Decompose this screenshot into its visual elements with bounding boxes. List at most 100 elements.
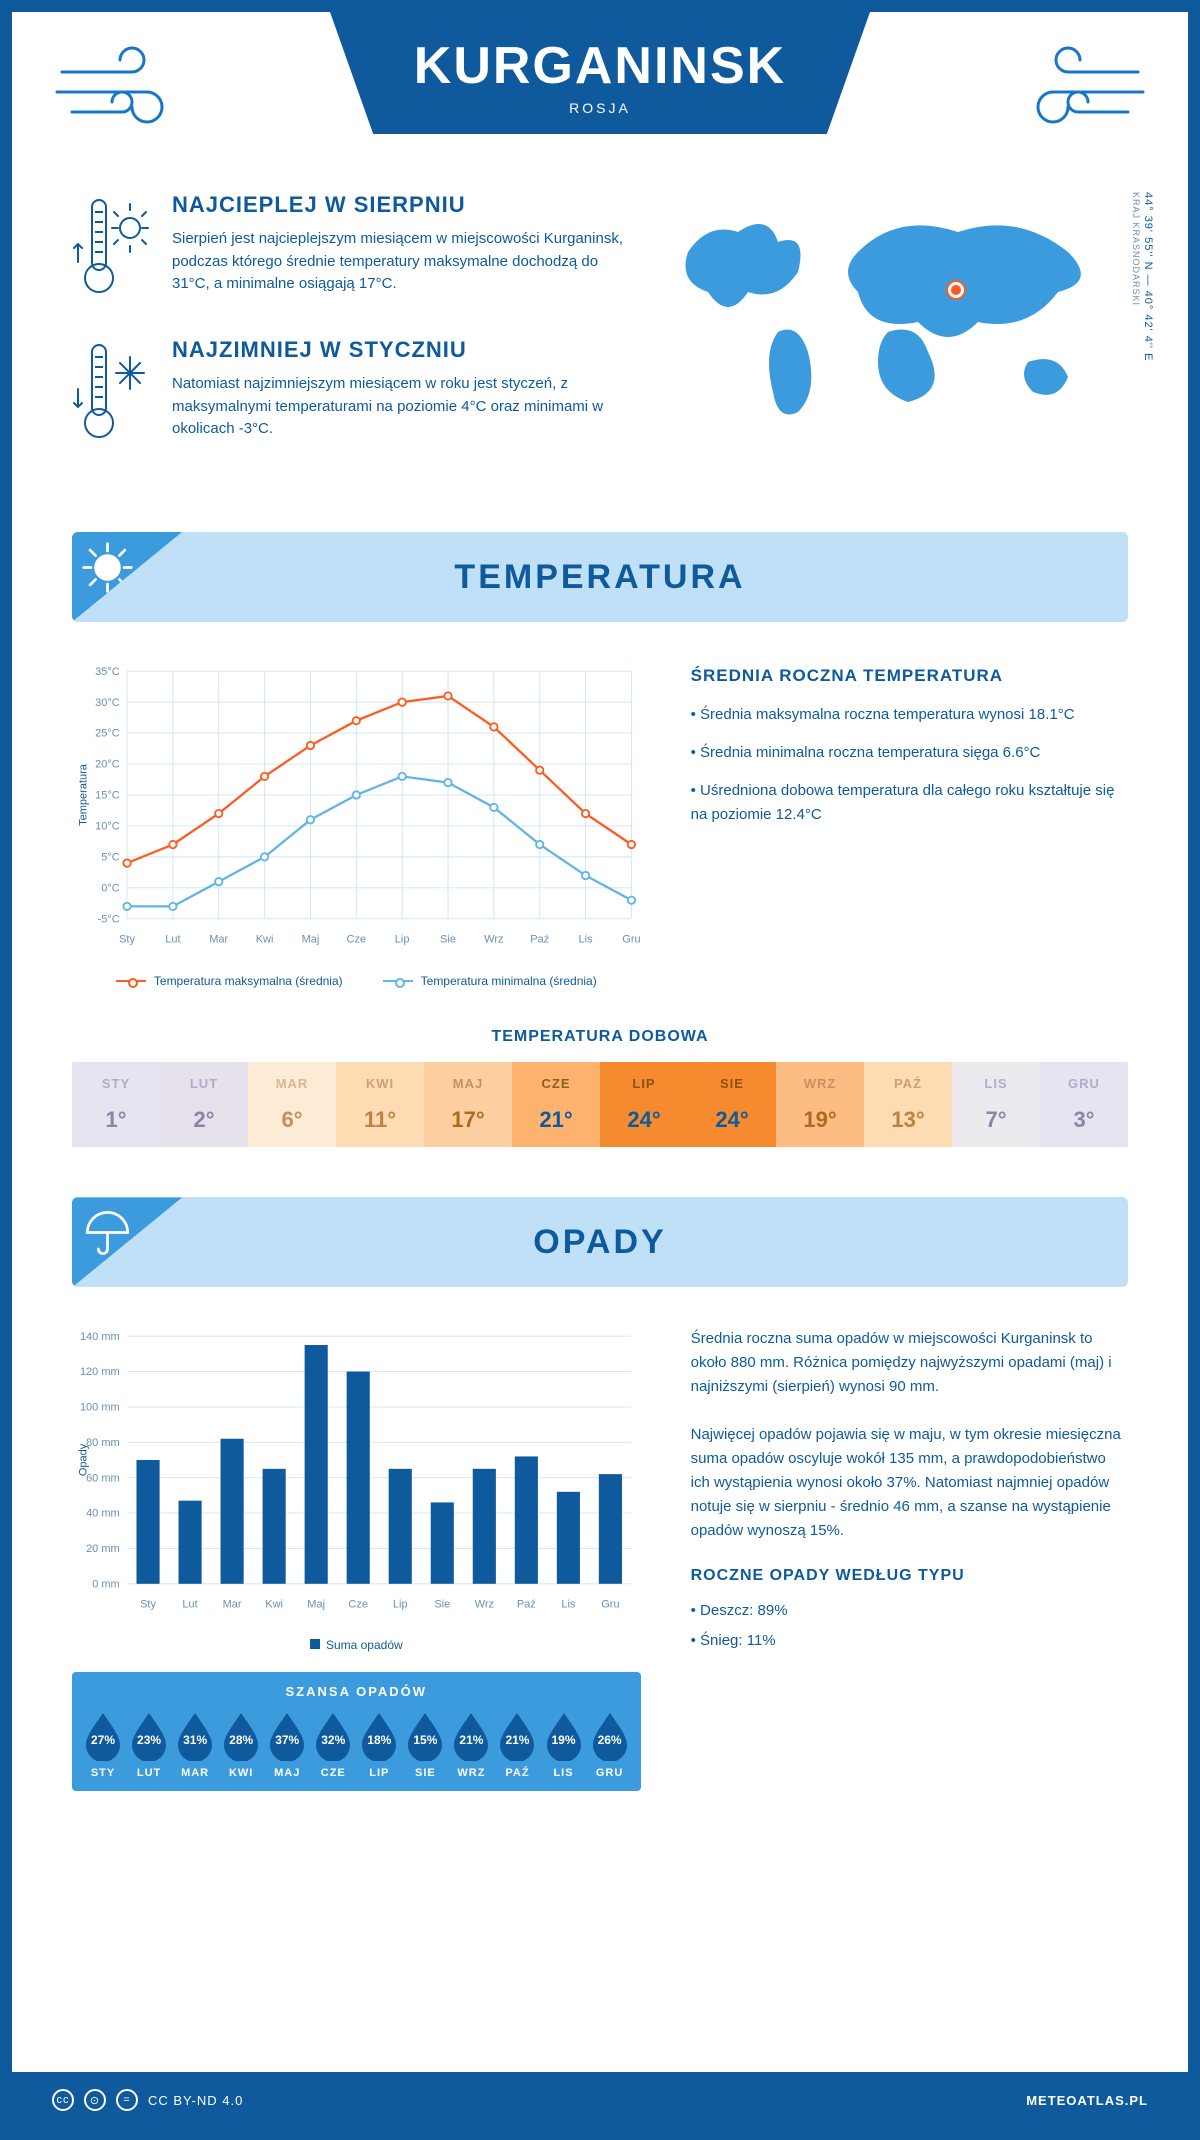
thermometer-snow-icon [72,337,152,452]
section-bar-temperature: TEMPERATURA [72,532,1128,622]
daily-cell: SIE 24° [688,1062,776,1147]
chance-drop: 15% SIE [404,1711,446,1779]
svg-text:Lip: Lip [395,934,410,946]
location-pin-icon [948,282,964,298]
daily-cell: LIS 7° [952,1062,1040,1147]
world-map: 44° 39' 55'' N — 40° 42' 4'' E KRAJ KRAS… [668,192,1128,482]
temperature-averages: ŚREDNIA ROCZNA TEMPERATURA • Średnia mak… [691,662,1128,988]
fact-hot-title: NAJCIEPLEJ W SIERPNIU [172,192,628,218]
license-block: cc ⊙ = CC BY-ND 4.0 [52,2089,243,2111]
precipitation-chance-box: SZANSA OPADÓW 27% STY 23% LUT 31% MAR 2 [72,1672,641,1791]
svg-text:Lut: Lut [182,1599,197,1611]
coord-text: 44° 39' 55'' N — 40° 42' 4'' E [1142,192,1154,361]
svg-text:5°C: 5°C [101,852,120,864]
section-title-temperature: TEMPERATURA [72,558,1128,597]
coordinates: 44° 39' 55'' N — 40° 42' 4'' E KRAJ KRAS… [1130,192,1154,361]
daily-cell: LUT 2° [160,1062,248,1147]
svg-text:Paź: Paź [530,934,549,946]
daily-cell: STY 1° [72,1062,160,1147]
svg-text:20°C: 20°C [95,759,120,771]
svg-text:Mar: Mar [209,934,228,946]
avg-title: ŚREDNIA ROCZNA TEMPERATURA [691,662,1128,689]
avg-line-2: • Uśredniona dobowa temperatura dla całe… [691,779,1128,827]
chance-drop: 21% WRZ [450,1711,492,1779]
region-text: KRAJ KRASNODARSKI [1131,192,1141,306]
fact-coldest: NAJZIMNIEJ W STYCZNIU Natomiast najzimni… [72,337,628,452]
svg-text:Lis: Lis [561,1599,576,1611]
chance-drop: 27% STY [82,1711,124,1779]
svg-text:20 mm: 20 mm [86,1544,120,1556]
fact-cold-body: Natomiast najzimniejszym miesiącem w rok… [172,373,628,441]
nd-icon: = [116,2089,138,2111]
svg-text:120 mm: 120 mm [80,1367,120,1379]
svg-text:Sie: Sie [434,1599,450,1611]
daily-cell: MAR 6° [248,1062,336,1147]
avg-line-1: • Średnia minimalna roczna temperatura s… [691,741,1128,765]
fact-hot-body: Sierpień jest najcieplejszym miesiącem w… [172,228,628,296]
svg-text:-5°C: -5°C [98,913,120,925]
types-title: ROCZNE OPADY WEDŁUG TYPU [691,1563,1128,1589]
site-brand: METEOATLAS.PL [1026,2093,1148,2108]
footer: cc ⊙ = CC BY-ND 4.0 METEOATLAS.PL [12,2072,1188,2128]
infographic-page: KURGANINSK ROSJA [0,0,1200,2140]
daily-cell: WRZ 19° [776,1062,864,1147]
svg-text:Paź: Paź [517,1599,536,1611]
svg-text:Temperatura: Temperatura [78,763,90,826]
precip-para-0: Średnia roczna suma opadów w miejscowośc… [691,1327,1128,1399]
daily-temperature-table: TEMPERATURA DOBOWA STY 1° LUT 2° MAR 6° … [72,1028,1128,1147]
svg-text:40 mm: 40 mm [86,1508,120,1520]
intro-row: NAJCIEPLEJ W SIERPNIU Sierpień jest najc… [72,192,1128,482]
svg-text:Cze: Cze [347,934,367,946]
chance-drop: 31% MAR [174,1711,216,1779]
svg-text:Gru: Gru [622,934,640,946]
temperature-line-chart: -5°C0°C5°C10°C15°C20°C25°C30°C35°CStyLut… [72,662,641,988]
daily-cell: PAŹ 13° [864,1062,952,1147]
legend-item: Temperatura maksymalna (średnia) [116,974,343,988]
svg-text:60 mm: 60 mm [86,1473,120,1485]
svg-text:Lis: Lis [579,934,594,946]
svg-text:0°C: 0°C [101,883,120,895]
svg-text:Cze: Cze [348,1599,368,1611]
daily-cell: KWI 11° [336,1062,424,1147]
svg-text:Wrz: Wrz [475,1599,494,1611]
svg-text:140 mm: 140 mm [80,1331,120,1343]
precipitation-bar-chart: 0 mm20 mm40 mm60 mm80 mm100 mm120 mm140 … [72,1327,641,1625]
precip-legend-label: Suma opadów [326,1638,403,1652]
chance-drop: 32% CZE [312,1711,354,1779]
svg-text:Kwi: Kwi [256,934,274,946]
title-banner: KURGANINSK ROSJA [330,12,870,134]
precip-para-1: Najwięcej opadów pojawia się w maju, w t… [691,1423,1128,1543]
chance-title: SZANSA OPADÓW [82,1684,631,1699]
by-icon: ⊙ [84,2089,106,2111]
section-bar-precipitation: OPADY [72,1197,1128,1287]
chance-drop: 26% GRU [589,1711,631,1779]
svg-text:Sty: Sty [140,1599,156,1611]
wind-decoration-right [1008,42,1148,132]
types-line-0: • Deszcz: 89% [691,1599,1128,1623]
license-text: CC BY-ND 4.0 [148,2093,243,2108]
precipitation-types: ROCZNE OPADY WEDŁUG TYPU • Deszcz: 89% •… [691,1563,1128,1653]
types-line-1: • Śnieg: 11% [691,1629,1128,1653]
svg-text:80 mm: 80 mm [86,1437,120,1449]
svg-text:Sty: Sty [119,934,135,946]
svg-text:Mar: Mar [223,1599,242,1611]
svg-text:10°C: 10°C [95,821,120,833]
daily-cell: CZE 21° [512,1062,600,1147]
svg-text:Opady: Opady [78,1444,90,1477]
precipitation-text: Średnia roczna suma opadów w miejscowośc… [691,1327,1128,1790]
svg-text:35°C: 35°C [95,666,120,678]
daily-cell: LIP 24° [600,1062,688,1147]
chance-drop: 21% PAŹ [496,1711,538,1779]
svg-text:Wrz: Wrz [484,934,503,946]
svg-text:Maj: Maj [302,934,320,946]
chance-drop: 18% LIP [358,1711,400,1779]
svg-text:Sie: Sie [440,934,456,946]
svg-text:30°C: 30°C [95,697,120,709]
legend-item: Temperatura minimalna (średnia) [383,974,597,988]
temperature-legend: Temperatura maksymalna (średnia) Temperat… [72,974,641,988]
avg-line-0: • Średnia maksymalna roczna temperatura … [691,703,1128,727]
svg-text:15°C: 15°C [95,790,120,802]
fact-hottest: NAJCIEPLEJ W SIERPNIU Sierpień jest najc… [72,192,628,307]
daily-title: TEMPERATURA DOBOWA [72,1028,1128,1046]
daily-cell: GRU 3° [1040,1062,1128,1147]
